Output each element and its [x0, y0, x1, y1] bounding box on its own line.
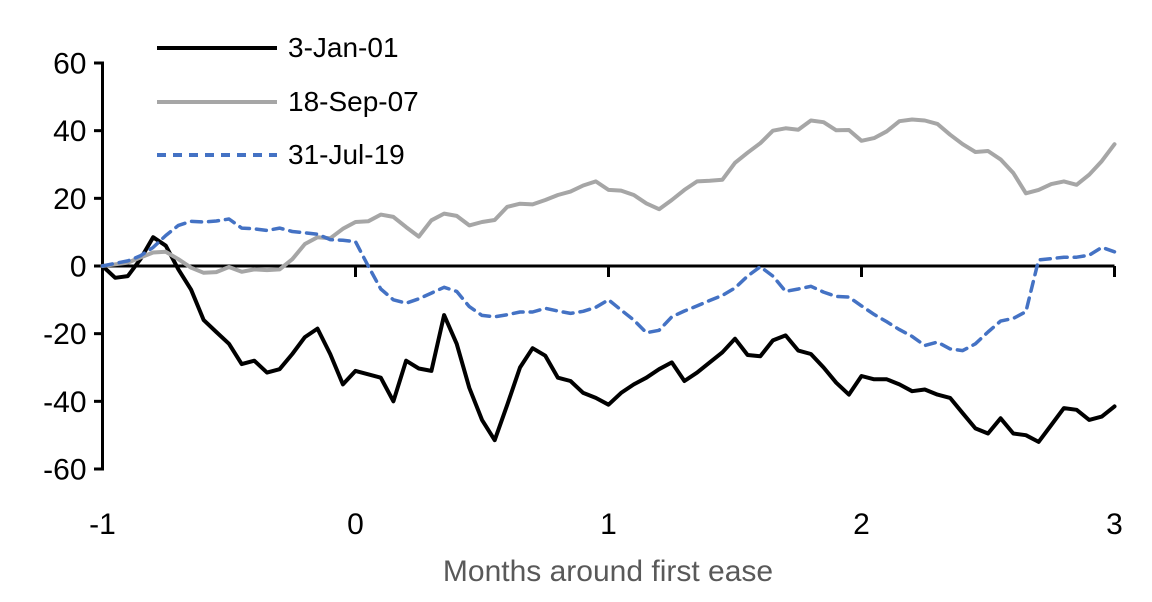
series-line-3-jan-01 [100, 235, 1117, 444]
x-tick-label: 2 [853, 508, 870, 541]
y-tick-label: 40 [53, 115, 86, 148]
y-tick-label: -20 [43, 318, 86, 351]
series-line-31-jul-19 [100, 217, 1117, 353]
series-line-18-sep-07 [100, 117, 1117, 275]
x-tick-label: 1 [600, 508, 617, 541]
x-tick-label: -1 [89, 508, 116, 541]
x-tick-label: 3 [1106, 508, 1123, 541]
x-axis-title: Months around first ease [443, 555, 773, 588]
y-tick-label: 0 [70, 251, 87, 284]
y-tick-label: -60 [43, 454, 86, 487]
y-tick-label: -40 [43, 386, 86, 419]
y-tick-label: 20 [53, 183, 86, 216]
y-tick-label: 60 [53, 48, 86, 81]
x-tick-label: 0 [347, 508, 364, 541]
